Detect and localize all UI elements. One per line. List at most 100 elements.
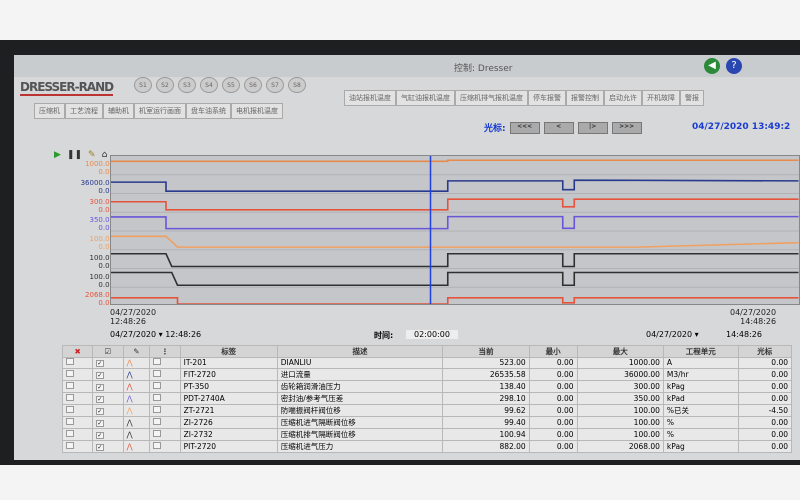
station-button-s3[interactable]: S3 xyxy=(178,77,196,93)
lock-icon[interactable]: ⌂ xyxy=(101,150,108,160)
scale-checkbox[interactable] xyxy=(149,391,181,405)
scale-checkbox[interactable] xyxy=(149,357,181,369)
tab[interactable]: 警报 xyxy=(680,90,704,106)
scale-checkbox[interactable] xyxy=(149,403,181,417)
table-row[interactable]: ✓ ⋀ IT-201 DIANLIU 523.00 0.00 1000.00 A 0.00 xyxy=(61,357,793,369)
tab[interactable]: 油站报机温度 xyxy=(344,90,396,106)
pen-icon[interactable]: ✎ xyxy=(88,150,96,160)
station-button-s5[interactable]: S5 xyxy=(222,77,240,93)
select-checkbox[interactable] xyxy=(61,439,94,453)
visible-checkbox[interactable]: ✓ xyxy=(92,415,124,429)
cell: 523.00 xyxy=(442,357,530,369)
trend-line-6 xyxy=(111,271,799,287)
tab[interactable]: 压缩机 xyxy=(34,103,65,119)
table-row[interactable]: ✓ ⋀ PDT-2740A 密封油/参考气压差 298.10 0.00 350.00 kPad… xyxy=(61,391,793,405)
table-row[interactable]: ✓ ⋀ PIT-2720 压缩机进气压力 882.00 0.00 2068.00 kPag 0.… xyxy=(61,439,793,453)
start-time-field[interactable]: 04/27/2020 ▾ 12:48:26 xyxy=(110,330,202,339)
station-button-s1[interactable]: S1 xyxy=(134,77,152,93)
play-icon[interactable]: ▶ xyxy=(54,150,61,160)
select-checkbox[interactable] xyxy=(61,391,94,405)
y-max-label: 300.00 xyxy=(89,197,115,206)
cell: 进口流量 xyxy=(276,367,444,381)
last-cursor-button[interactable]: >>> xyxy=(611,121,642,134)
column-header: 最小 xyxy=(528,345,578,358)
cell: 298.10 xyxy=(442,391,530,405)
prev-cursor-button[interactable]: < xyxy=(543,121,574,134)
cell: 26535.58 xyxy=(442,367,530,381)
y-max-label: 2068.00 xyxy=(85,291,114,300)
visible-checkbox[interactable]: ✓ xyxy=(92,403,124,417)
cell: 0.00 xyxy=(528,415,578,429)
cell: % xyxy=(662,427,739,441)
visible-checkbox[interactable]: ✓ xyxy=(92,367,124,381)
table-row[interactable]: ✓ ⋀ ZT-2721 防喘振阀杆阀位移 99.62 0.00 100.00 %已关 -4.50 xyxy=(61,403,793,417)
scale-checkbox[interactable] xyxy=(149,367,181,381)
cell: 1000.00 xyxy=(576,357,664,369)
station-button-s8[interactable]: S8 xyxy=(288,77,306,93)
tab[interactable]: 气缸油报机温度 xyxy=(396,90,455,106)
table-row[interactable]: ✓ ⋀ ZI-2726 压缩机进气隔断阀位移 99.40 0.00 100.00% 0.00 xyxy=(61,415,793,429)
select-checkbox[interactable] xyxy=(61,367,94,381)
y-min-label: 0.00 xyxy=(98,205,114,214)
first-cursor-button[interactable]: <<< xyxy=(509,121,540,134)
pause-icon[interactable]: ❚❚ xyxy=(66,150,83,160)
y-max-label: 100.00 xyxy=(89,235,115,243)
visible-checkbox[interactable]: ✓ xyxy=(92,391,124,405)
trend-line-2 xyxy=(111,198,799,211)
next-cursor-button[interactable]: |> xyxy=(577,121,608,134)
y-max-label: 350.00 xyxy=(89,216,115,225)
station-button-s4[interactable]: S4 xyxy=(200,77,218,93)
tab[interactable]: 机室运行画面 xyxy=(134,103,186,119)
select-checkbox[interactable] xyxy=(61,379,94,393)
pen-swatch: ⋀ xyxy=(122,379,151,393)
cell: 0.00 xyxy=(528,379,578,393)
window-title: 控制: Dresser xyxy=(454,64,513,74)
end-date-field[interactable]: 04/27/2020 ▾ xyxy=(646,330,699,339)
tab[interactable]: 报警控制 xyxy=(566,90,604,106)
scale-checkbox[interactable] xyxy=(149,427,181,441)
tab[interactable]: 开机故障 xyxy=(642,90,680,106)
tab[interactable]: 盘车油系统 xyxy=(186,103,231,119)
pen-swatch: ⋀ xyxy=(122,439,151,453)
tab[interactable]: 辅助机 xyxy=(103,103,134,119)
station-button-s6[interactable]: S6 xyxy=(244,77,262,93)
station-button-s2[interactable]: S2 xyxy=(156,77,174,93)
title-bar: 控制: Dresser ◀ ? xyxy=(14,55,800,77)
select-checkbox[interactable] xyxy=(61,403,94,417)
cell: 0.00 xyxy=(528,427,578,441)
arrow-left-icon[interactable]: ◀ xyxy=(704,58,720,74)
span-field[interactable]: 02:00:00 xyxy=(406,330,458,339)
question-icon[interactable]: ? xyxy=(726,58,742,74)
tab[interactable]: 工艺流程 xyxy=(65,103,103,119)
select-checkbox[interactable] xyxy=(61,357,94,369)
delete-icon[interactable]: ✖ xyxy=(61,345,94,358)
visible-checkbox[interactable]: ✓ xyxy=(92,427,124,441)
y-min-label: 0.00 xyxy=(98,168,114,176)
scale-checkbox[interactable] xyxy=(149,439,181,453)
visible-checkbox[interactable]: ✓ xyxy=(92,357,124,369)
select-checkbox[interactable] xyxy=(61,415,94,429)
cell: 压缩机排气隔断阀位移 xyxy=(276,427,444,441)
tab[interactable]: 电机报机温度 xyxy=(231,103,283,119)
end-time-field[interactable]: 14:48:26 xyxy=(726,330,762,339)
visible-checkbox[interactable]: ✓ xyxy=(92,439,124,453)
trend-chart[interactable] xyxy=(110,155,800,305)
table-row[interactable]: ✓ ⋀ PT-350 齿轮箱润滑油压力 138.40 0.00 300.00 kPag 0.00 xyxy=(61,379,793,393)
tab[interactable]: 压缩机排气报机温度 xyxy=(455,90,528,106)
pen-swatch: ⋀ xyxy=(122,367,151,381)
scale-checkbox[interactable] xyxy=(149,379,181,393)
cell: 100.94 xyxy=(442,427,530,441)
tag-table: ✖ ☑ ✎ ⋮ 标签 描述 当前 最小 最大 工程单元 光标 ✓ ⋀ IT-201 DIANLIU 523… xyxy=(61,345,793,453)
tab[interactable]: 停车报警 xyxy=(528,90,566,106)
scale-checkbox[interactable] xyxy=(149,415,181,429)
station-button-s7[interactable]: S7 xyxy=(266,77,284,93)
pen-swatch: ⋀ xyxy=(122,415,151,429)
cell: 100.00 xyxy=(576,403,664,417)
visible-checkbox[interactable]: ✓ xyxy=(92,379,124,393)
y-min-label: 0.00 xyxy=(98,224,114,233)
scale-col: ⋮ xyxy=(149,345,181,358)
select-checkbox[interactable] xyxy=(61,427,94,441)
table-row[interactable]: ✓ ⋀ FIT-2720 进口流量 26535.58 0.00 36000.00 M3/hr 0… xyxy=(61,367,793,381)
table-row[interactable]: ✓ ⋀ ZI-2732 压缩机排气隔断阀位移 100.94 0.00 100.00% 0.00 xyxy=(61,427,793,441)
tab[interactable]: 启动允许 xyxy=(604,90,642,106)
